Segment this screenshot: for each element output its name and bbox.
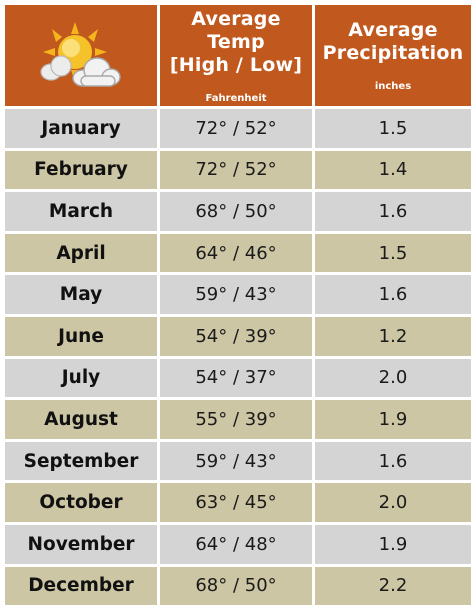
table-row: April 64° / 46° 1.5 xyxy=(5,233,471,273)
temp-column-header: Average Temp [High / Low] Fahrenheit xyxy=(160,5,312,106)
table-row: August 55° / 39° 1.9 xyxy=(5,400,471,439)
temp-cell: 64° / 48° xyxy=(160,524,312,564)
month-cell: January xyxy=(5,109,157,148)
precip-cell: 2.0 xyxy=(315,483,471,522)
table-row: January 72° / 52° 1.5 xyxy=(5,109,471,148)
precip-unit: inches xyxy=(374,81,412,92)
month-cell: May xyxy=(5,275,157,314)
temp-title-line1: Average Temp xyxy=(191,7,281,53)
table-row: November 64° / 48° 1.9 xyxy=(5,524,471,564)
month-cell: September xyxy=(5,441,157,481)
table-row: December 68° / 50° 2.2 xyxy=(5,566,471,606)
temp-cell: 72° / 52° xyxy=(160,109,312,148)
temp-cell: 63° / 45° xyxy=(160,483,312,522)
temp-cell: 59° / 43° xyxy=(160,441,312,481)
month-cell: December xyxy=(5,566,157,606)
temp-cell: 72° / 52° xyxy=(160,150,312,190)
table-row: May 59° / 43° 1.6 xyxy=(5,275,471,314)
month-cell: June xyxy=(5,316,157,356)
precip-title-line1: Average xyxy=(348,19,438,41)
precip-cell: 1.6 xyxy=(315,275,471,314)
temp-cell: 68° / 50° xyxy=(160,192,312,231)
header-icon-cell xyxy=(5,5,157,106)
month-cell: November xyxy=(5,524,157,564)
month-cell: October xyxy=(5,483,157,522)
header-row: Average Temp [High / Low] Fahrenheit Ave… xyxy=(5,5,471,106)
table-row: October 63° / 45° 2.0 xyxy=(5,483,471,522)
month-cell: February xyxy=(5,150,157,190)
temp-title-line2: [High / Low] xyxy=(169,53,303,76)
temp-cell: 55° / 39° xyxy=(160,400,312,439)
temp-unit: Fahrenheit xyxy=(205,92,267,104)
table-row: July 54° / 37° 2.0 xyxy=(5,358,471,398)
temp-cell: 54° / 37° xyxy=(160,358,312,398)
temp-cell: 64° / 46° xyxy=(160,233,312,273)
precip-cell: 1.6 xyxy=(315,192,471,231)
table-row: March 68° / 50° 1.6 xyxy=(5,192,471,231)
climate-table-container: Average Temp [High / Low] Fahrenheit Ave… xyxy=(2,2,471,608)
precip-cell: 1.9 xyxy=(315,400,471,439)
temp-cell: 68° / 50° xyxy=(160,566,312,606)
temp-cell: 59° / 43° xyxy=(160,275,312,314)
precip-column-header: Average Precipitation inches xyxy=(315,5,471,106)
precip-cell: 1.5 xyxy=(315,109,471,148)
precip-title-line2: Precipitation xyxy=(322,42,464,64)
table-row: September 59° / 43° 1.6 xyxy=(5,441,471,481)
precip-cell: 1.2 xyxy=(315,316,471,356)
partly-cloudy-icon xyxy=(40,21,121,87)
precip-cell: 1.4 xyxy=(315,150,471,190)
month-cell: July xyxy=(5,358,157,398)
precip-cell: 2.2 xyxy=(315,566,471,606)
month-cell: August xyxy=(5,400,157,439)
precip-cell: 1.6 xyxy=(315,441,471,481)
precip-cell: 2.0 xyxy=(315,358,471,398)
table-row: June 54° / 39° 1.2 xyxy=(5,316,471,356)
table-row: February 72° / 52° 1.4 xyxy=(5,150,471,190)
month-cell: April xyxy=(5,233,157,273)
month-cell: March xyxy=(5,192,157,231)
temp-cell: 54° / 39° xyxy=(160,316,312,356)
precip-cell: 1.5 xyxy=(315,233,471,273)
precip-cell: 1.9 xyxy=(315,524,471,564)
